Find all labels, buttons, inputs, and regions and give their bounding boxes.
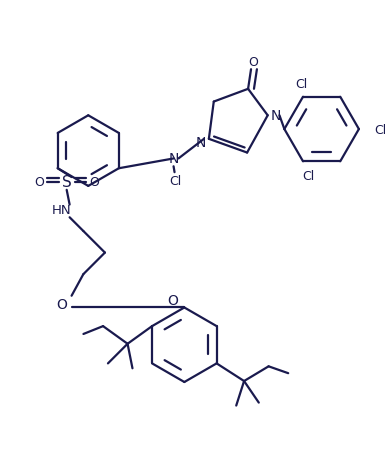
Text: HN: HN — [52, 203, 72, 217]
Text: O: O — [248, 56, 258, 69]
Text: Cl: Cl — [374, 123, 385, 136]
Text: N: N — [270, 109, 281, 123]
Text: O: O — [56, 297, 67, 311]
Text: N: N — [196, 136, 206, 150]
Text: O: O — [34, 176, 44, 189]
Text: O: O — [167, 293, 178, 307]
Text: Cl: Cl — [295, 77, 307, 90]
Text: S: S — [62, 175, 72, 190]
Text: Cl: Cl — [169, 174, 182, 187]
Text: Cl: Cl — [302, 169, 314, 182]
Text: O: O — [89, 176, 99, 189]
Text: N: N — [168, 152, 179, 166]
